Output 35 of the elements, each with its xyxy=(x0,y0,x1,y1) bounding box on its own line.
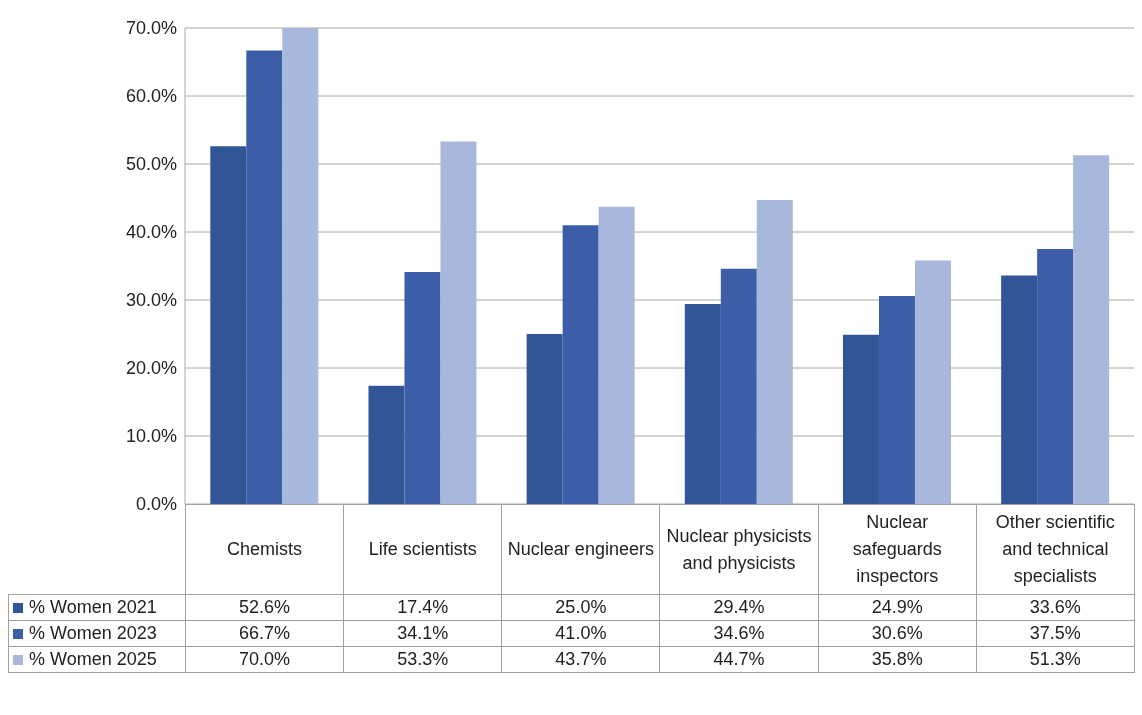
y-tick-label: 50.0% xyxy=(125,154,177,175)
y-tick-label: 60.0% xyxy=(125,86,177,107)
x-tick-label: Nuclear safeguards inspectors xyxy=(818,504,977,595)
data-label: 41.0% xyxy=(501,620,660,647)
data-label: 24.9% xyxy=(818,594,977,621)
data-label: 52.6% xyxy=(185,594,344,621)
x-tick-label: Other scientific and technical specialists xyxy=(976,504,1135,595)
legend-label: % Women 2023 xyxy=(8,620,186,647)
data-label: 29.4% xyxy=(659,594,819,621)
data-label: 43.7% xyxy=(501,646,660,673)
y-tick-label: 10.0% xyxy=(125,426,177,447)
data-label: 66.7% xyxy=(185,620,344,647)
data-label: 37.5% xyxy=(976,620,1135,647)
data-label: 34.1% xyxy=(343,620,502,647)
data-label: 70.0% xyxy=(185,646,344,673)
legend-label: % Women 2021 xyxy=(8,594,186,621)
y-tick-label: 70.0% xyxy=(125,18,177,39)
data-label: 17.4% xyxy=(343,594,502,621)
data-label: 25.0% xyxy=(501,594,660,621)
data-label: 30.6% xyxy=(818,620,977,647)
y-tick-label: 40.0% xyxy=(125,222,177,243)
x-tick-label: Chemists xyxy=(185,504,344,595)
y-tick-label: 20.0% xyxy=(125,358,177,379)
x-tick-label: Nuclear engineers xyxy=(501,504,660,595)
data-label: 53.3% xyxy=(343,646,502,673)
data-label: 35.8% xyxy=(818,646,977,673)
y-tick-label: 30.0% xyxy=(125,290,177,311)
data-label: 34.6% xyxy=(659,620,819,647)
x-tick-label: Life scientists xyxy=(343,504,502,595)
data-label: 44.7% xyxy=(659,646,819,673)
data-label: 33.6% xyxy=(976,594,1135,621)
y-tick-label: 0.0% xyxy=(135,494,177,515)
data-label: 51.3% xyxy=(976,646,1135,673)
x-tick-label: Nuclear physicists and physicists xyxy=(659,504,819,595)
legend-label: % Women 2025 xyxy=(8,646,186,673)
